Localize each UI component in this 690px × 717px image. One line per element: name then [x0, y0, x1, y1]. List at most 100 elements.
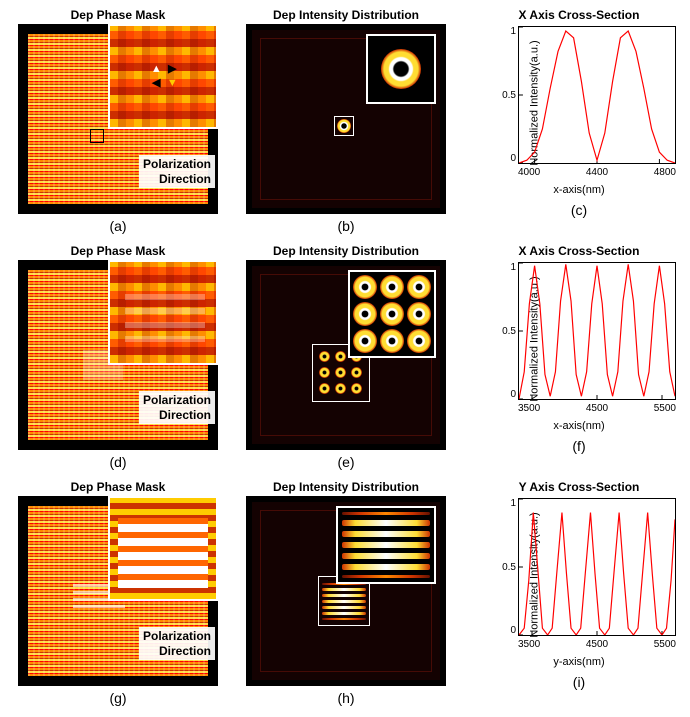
panel-caption: (g) [109, 690, 126, 706]
plot-area [518, 262, 676, 400]
chart-panel: X Axis Cross-SectionNormalized Intensity… [464, 8, 690, 234]
donut-icon [380, 275, 404, 299]
hot-line [342, 531, 430, 537]
intensity-inset [336, 506, 436, 584]
x-axis-label: x-axis(nm) [474, 184, 684, 196]
intensity-field [246, 24, 446, 214]
donut-icon [407, 329, 431, 353]
tick-label: 0 [492, 625, 516, 636]
donut-icon [380, 302, 404, 326]
hot-line [342, 575, 430, 578]
tick-label: 0.5 [492, 326, 516, 337]
mask-panel: Dep Phase Mask ▲▶◀▼ PolarizationDirection (… [8, 8, 228, 234]
panel-caption: (i) [573, 674, 585, 690]
y-tick-labels: 10.50 [492, 26, 516, 164]
tick-label: 4500 [586, 403, 608, 414]
tick-label: 0 [492, 389, 516, 400]
plot-area [518, 498, 676, 636]
left-arrow-icon: ◀ [150, 78, 162, 90]
tick-label: 1 [492, 498, 516, 509]
panel-title: Dep Intensity Distribution [273, 244, 419, 258]
tick-label: 5500 [654, 639, 676, 650]
tick-label: 5500 [654, 403, 676, 414]
polarization-arrows: ▲▶◀▼ [150, 64, 180, 90]
polarization-label: PolarizationDirection [139, 627, 215, 660]
chart-box: X Axis Cross-SectionNormalized Intensity… [474, 8, 684, 198]
y-tick-labels: 10.50 [492, 262, 516, 400]
donut-icon [380, 329, 404, 353]
data-line [519, 31, 675, 163]
intensity-box [246, 24, 446, 214]
inset-grid [110, 498, 216, 599]
intensity-box [246, 260, 446, 450]
hot-line [342, 512, 430, 515]
panel-caption: (a) [109, 218, 126, 234]
tick-label: 4500 [586, 639, 608, 650]
donut-icon [407, 302, 431, 326]
mask-inset [108, 260, 218, 365]
panel-caption: (b) [337, 218, 354, 234]
data-line [519, 264, 675, 399]
intensity-inset [366, 34, 436, 104]
line-stack [342, 512, 430, 578]
chart-svg [519, 499, 675, 635]
panel-title: Dep Intensity Distribution [273, 480, 419, 494]
mask-box: PolarizationDirection [18, 260, 218, 450]
line-chart: Y Axis Cross-SectionNormalized Intensity… [474, 480, 684, 670]
hot-line [342, 520, 430, 526]
mask-inset [108, 496, 218, 601]
tick-label: 3500 [518, 403, 540, 414]
panel-title: Dep Phase Mask [71, 480, 166, 494]
tick-label: 0.5 [492, 90, 516, 101]
x-axis-label: y-axis(nm) [474, 656, 684, 668]
tick-label: 0.5 [492, 562, 516, 573]
x-tick-labels: 3500 4500 5500 [518, 403, 676, 414]
figure-grid: Dep Phase Mask ▲▶◀▼ PolarizationDirection (… [0, 0, 690, 714]
inset-grid [110, 262, 216, 363]
x-tick-labels: 4000 4400 4800 [518, 167, 676, 178]
tick-label: 4400 [586, 167, 608, 178]
tick-label: 4800 [654, 167, 676, 178]
intensity-field [246, 260, 446, 450]
donut-grid [353, 275, 431, 353]
roi-box [334, 116, 354, 136]
line-chart: X Axis Cross-SectionNormalized Intensity… [474, 244, 684, 434]
mask-box: ▲▶◀▼ PolarizationDirection [18, 24, 218, 214]
roi-box [90, 129, 104, 143]
tick-label: 1 [492, 262, 516, 273]
inset-grid: ▲▶◀▼ [110, 26, 216, 127]
chart-title: Y Axis Cross-Section [474, 480, 684, 494]
x-axis-label: x-axis(nm) [474, 420, 684, 432]
intensity-inset [348, 270, 436, 358]
polarization-label: PolarizationDirection [139, 391, 215, 424]
chart-panel: X Axis Cross-SectionNormalized Intensity… [464, 244, 690, 470]
y-tick-labels: 10.50 [492, 498, 516, 636]
tick-label: 4000 [518, 167, 540, 178]
hot-line [342, 564, 430, 570]
panel-caption: (f) [572, 438, 585, 454]
intensity-field [246, 496, 446, 686]
panel-caption: (e) [337, 454, 354, 470]
line-chart: X Axis Cross-SectionNormalized Intensity… [474, 8, 684, 198]
intensity-box [246, 496, 446, 686]
chart-title: X Axis Cross-Section [474, 244, 684, 258]
chart-box: X Axis Cross-SectionNormalized Intensity… [474, 244, 684, 434]
donut-icon [353, 275, 377, 299]
mask-panel: Dep Phase MaskPolarizationDirection(d) [8, 244, 228, 470]
donut-icon [381, 49, 421, 89]
chart-svg [519, 263, 675, 399]
donut-icon [407, 275, 431, 299]
data-line [519, 513, 675, 635]
chart-box: Y Axis Cross-SectionNormalized Intensity… [474, 480, 684, 670]
up-arrow-icon: ▲ [150, 64, 162, 76]
panel-title: Dep Phase Mask [71, 244, 166, 258]
donut-icon [353, 302, 377, 326]
polarization-label: PolarizationDirection [139, 155, 215, 188]
tick-label: 0 [492, 153, 516, 164]
hot-line [342, 553, 430, 559]
chart-svg [519, 27, 675, 163]
mask-inset: ▲▶◀▼ [108, 24, 218, 129]
panel-title: Dep Phase Mask [71, 8, 166, 22]
intensity-panel: Dep Intensity Distribution(h) [236, 480, 456, 706]
panel-title: Dep Intensity Distribution [273, 8, 419, 22]
